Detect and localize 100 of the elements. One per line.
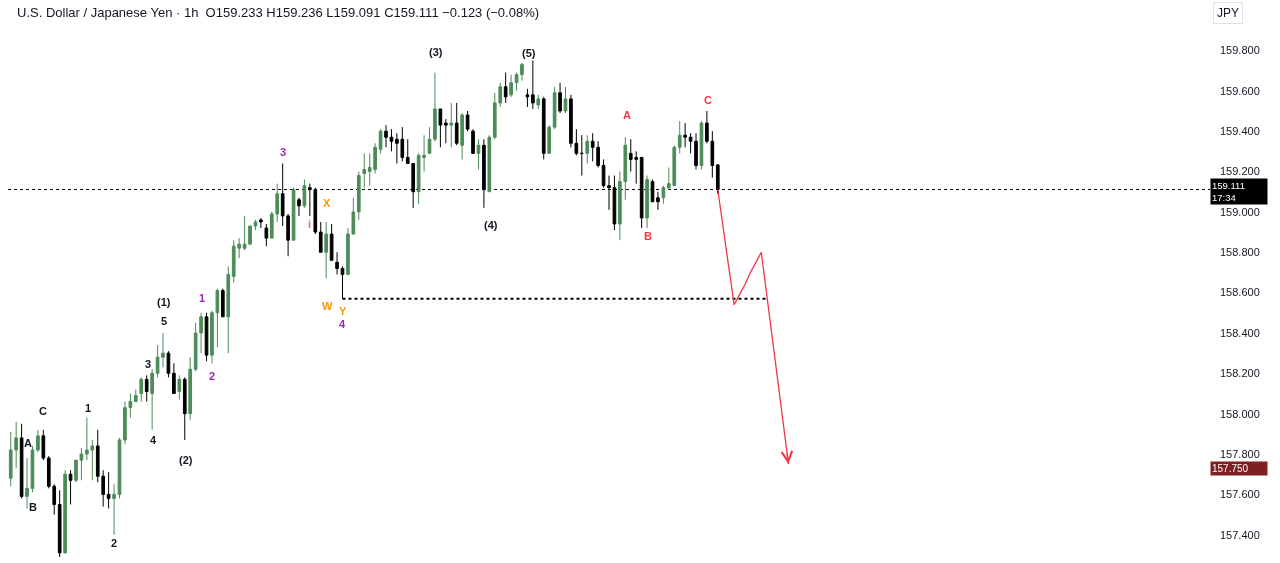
- candlestick: [329, 223, 334, 261]
- y-tick-label: 158.400: [1220, 326, 1260, 339]
- annotation: C: [704, 94, 712, 106]
- y-tick-label: 158.200: [1220, 367, 1260, 380]
- annotation: 5: [161, 315, 168, 327]
- candlestick: [356, 171, 361, 221]
- annotation: (4): [484, 219, 498, 231]
- candlestick: [465, 110, 470, 132]
- candlestick: [19, 423, 24, 499]
- candlestick: [677, 120, 682, 154]
- y-tick-label: 158.800: [1220, 246, 1260, 259]
- candlestick: [471, 128, 475, 154]
- annotation: 4: [339, 318, 346, 330]
- annotation: (1): [157, 296, 171, 308]
- candlestick: [454, 102, 459, 146]
- annotation: B: [644, 230, 652, 242]
- annotation: 3: [145, 358, 152, 370]
- candlestick: [324, 221, 329, 279]
- candlestick: [460, 112, 464, 160]
- candlestick: [318, 221, 323, 253]
- y-tick-label: 159.400: [1220, 125, 1260, 138]
- candlestick: [482, 138, 486, 209]
- candlestick: [525, 88, 530, 108]
- candlestick: [438, 108, 443, 148]
- candlestick: [204, 312, 209, 362]
- candlestick: [661, 185, 666, 205]
- annotation: Y: [339, 305, 347, 317]
- y-tick-label: 159.800: [1220, 44, 1260, 57]
- y-tick-label: 159.000: [1220, 205, 1260, 218]
- candlestick: [558, 82, 562, 114]
- annotation: 4: [150, 434, 157, 446]
- y-axis-title: JPY: [1217, 6, 1240, 20]
- candlestick: [536, 94, 541, 110]
- annotation: i: [308, 218, 312, 230]
- annotation: (3): [429, 46, 443, 58]
- candlestick: [166, 350, 171, 378]
- candlestick: [139, 376, 144, 403]
- candlestick: [172, 362, 176, 394]
- y-tick-label: 158.600: [1220, 286, 1260, 299]
- candlestick: [188, 356, 193, 421]
- ref-line-label: 159.111 17:34: [1212, 180, 1245, 204]
- candlestick: [297, 197, 301, 217]
- candlestick: [378, 128, 383, 154]
- candlestick: [150, 368, 154, 431]
- candlestick: [264, 223, 269, 247]
- y-tick-label: 159.200: [1220, 165, 1260, 178]
- annotation: 2: [111, 537, 118, 549]
- candlestick: [182, 376, 187, 441]
- annotation: 2: [209, 370, 216, 382]
- candlestick: [106, 471, 111, 510]
- y-tick-label: 158.000: [1220, 407, 1260, 420]
- candlestick: [531, 60, 535, 110]
- annotation: 1: [85, 402, 92, 414]
- annotation: W: [322, 300, 333, 312]
- candlestick: [362, 152, 367, 189]
- candlestick: [302, 179, 307, 209]
- candlestick: [259, 217, 263, 229]
- y-tick-label: 157.400: [1220, 528, 1260, 541]
- candlestick: [476, 138, 481, 171]
- candlestick: [221, 288, 225, 318]
- candlestick: [552, 86, 557, 130]
- candlestick: [541, 96, 546, 160]
- annotation: (5): [522, 47, 536, 59]
- candlestick: [656, 191, 660, 211]
- y-tick-label: 157.600: [1220, 488, 1260, 501]
- annotation: X: [323, 197, 331, 209]
- candlestick: [503, 72, 508, 104]
- candlestick: [699, 120, 704, 171]
- annotation: A: [623, 109, 631, 121]
- candlestick: [335, 251, 339, 275]
- candlestick: [683, 122, 687, 148]
- annotation: 1: [199, 292, 206, 304]
- annotation: B: [29, 501, 37, 513]
- candlestick: [291, 187, 296, 241]
- annotation: 3: [280, 146, 287, 158]
- candlestick: [144, 374, 149, 403]
- candlestick: [177, 374, 182, 401]
- annotation: C: [39, 405, 47, 417]
- candlestick: [487, 134, 492, 193]
- candlestick: [36, 429, 40, 453]
- candlestick: [579, 134, 584, 177]
- annotation: (2): [179, 454, 193, 466]
- candlestick: [645, 175, 649, 229]
- candlestick: [547, 124, 551, 154]
- y-tick-label: 159.600: [1220, 84, 1260, 97]
- candlestick: [585, 134, 590, 164]
- candlestick: [226, 265, 231, 354]
- candlestick: [444, 118, 448, 144]
- candlestick: [68, 469, 73, 505]
- chart-title: U.S. Dollar / Japanese Yen · 1h O159.233 H159.236 L159.091 C159.111 −0.123 (−0.08%): [17, 4, 540, 20]
- candlestick: [63, 469, 67, 554]
- candlestick: [509, 74, 513, 98]
- candlestick: [57, 489, 62, 558]
- candlestick: [563, 86, 568, 114]
- candlestick: [715, 163, 720, 195]
- y-tick-label: 157.800: [1220, 447, 1260, 460]
- text: 157.750: [1212, 463, 1249, 474]
- candlestick: [112, 483, 116, 536]
- candlestick: [41, 429, 46, 461]
- annotation: A: [24, 437, 32, 449]
